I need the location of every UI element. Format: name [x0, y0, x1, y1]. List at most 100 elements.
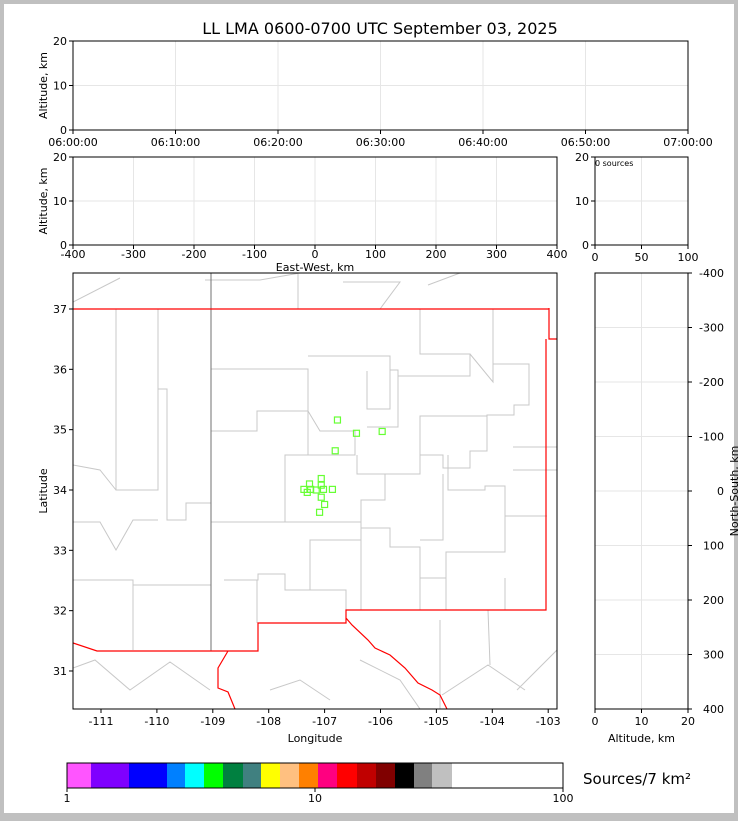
colorbar-segment — [357, 763, 376, 788]
x-tick-label: -200 — [182, 248, 207, 261]
colorbar-segment — [223, 763, 243, 788]
y-tick-label: 10 — [575, 195, 589, 208]
y-tick-label: 35 — [53, 424, 67, 437]
y-tick-label: 33 — [53, 544, 67, 557]
y-tick-label: -100 — [699, 431, 724, 444]
x-axis-label: Altitude, km — [608, 732, 675, 745]
y-axis-label: Latitude — [37, 468, 50, 514]
y-tick-label: 0 — [717, 485, 724, 498]
y-tick-label: 300 — [703, 649, 724, 662]
colorbar-segment — [376, 763, 395, 788]
x-tick-label: 200 — [426, 248, 447, 261]
y-tick-label: 0 — [60, 124, 67, 137]
source-point — [318, 494, 324, 500]
y-tick-label: 200 — [703, 594, 724, 607]
plot-frame — [73, 273, 557, 709]
x-tick-label: -110 — [144, 715, 169, 728]
source-point — [322, 501, 328, 507]
colorbar-segment — [67, 763, 91, 788]
y-tick-label: 0 — [60, 239, 67, 252]
colorbar-segment — [243, 763, 261, 788]
y-tick-label: 100 — [703, 540, 724, 553]
x-tick-label: 300 — [486, 248, 507, 261]
x-tick-label: 0 — [592, 715, 599, 728]
colorbar-segment — [414, 763, 432, 788]
y-tick-label: -300 — [699, 322, 724, 335]
x-tick-label: 100 — [678, 251, 699, 264]
x-tick-label: 06:40:00 — [458, 136, 507, 149]
x-tick-label: 100 — [365, 248, 386, 261]
y-tick-label: 36 — [53, 363, 67, 376]
source-point — [329, 486, 335, 492]
x-tick-label: 400 — [547, 248, 568, 261]
lma-figure: LL LMA 0600-0700 UTC September 03, 2025 … — [4, 4, 738, 821]
figure: LL LMA 0600-0700 UTC September 03, 2025 … — [4, 4, 734, 813]
x-tick-label: -106 — [368, 715, 393, 728]
source-point — [317, 509, 323, 515]
x-tick-label: 07:00:00 — [663, 136, 712, 149]
colorbar-segment — [280, 763, 299, 788]
x-tick-label: -109 — [200, 715, 225, 728]
colorbar-segment — [318, 763, 337, 788]
colorbar-tick-label: 10 — [308, 792, 322, 805]
colorbar-segment — [337, 763, 357, 788]
x-tick-label: -108 — [256, 715, 281, 728]
colorbar-segment — [432, 763, 452, 788]
y-tick-label: 20 — [575, 151, 589, 164]
y-axis-label: North-South, km — [728, 446, 738, 537]
y-tick-label: 10 — [53, 195, 67, 208]
colorbar-segment — [261, 763, 280, 788]
colorbar-tick-label: 1 — [64, 792, 71, 805]
source-point — [334, 417, 340, 423]
colorbar-segment — [299, 763, 318, 788]
x-tick-label: -103 — [536, 715, 561, 728]
source-point — [320, 486, 326, 492]
colorbar-segment — [91, 763, 129, 788]
x-tick-label: 06:50:00 — [561, 136, 610, 149]
x-tick-label: -104 — [480, 715, 505, 728]
y-tick-label: -200 — [699, 376, 724, 389]
y-axis-label: Altitude, km — [37, 167, 50, 234]
x-tick-label: -100 — [242, 248, 267, 261]
x-tick-label: 10 — [635, 715, 649, 728]
y-tick-label: 20 — [53, 151, 67, 164]
x-tick-label: -111 — [89, 715, 114, 728]
source-count-annotation: 0 sources — [595, 159, 633, 168]
map-boundaries — [73, 273, 557, 709]
x-tick-label: 06:10:00 — [151, 136, 200, 149]
x-tick-label: 06:00:00 — [48, 136, 97, 149]
x-tick-label: 50 — [635, 251, 649, 264]
y-tick-label: 34 — [53, 484, 67, 497]
y-tick-label: 32 — [53, 605, 67, 618]
source-point — [332, 448, 338, 454]
y-tick-label: -400 — [699, 267, 724, 280]
y-tick-label: 10 — [53, 80, 67, 93]
x-axis-label: Longitude — [288, 732, 343, 745]
x-tick-label: 06:20:00 — [253, 136, 302, 149]
y-tick-label: 20 — [53, 35, 67, 48]
x-tick-label: -105 — [424, 715, 449, 728]
x-tick-label: -107 — [312, 715, 337, 728]
x-tick-label: 20 — [681, 715, 695, 728]
colorbar-segment — [395, 763, 414, 788]
x-tick-label: 0 — [592, 251, 599, 264]
y-tick-label: 0 — [582, 239, 589, 252]
colorbar-segment — [167, 763, 185, 788]
source-point — [379, 428, 385, 434]
colorbar-segment — [129, 763, 167, 788]
y-tick-label: 31 — [53, 665, 67, 678]
colorbar-tick-label: 100 — [553, 792, 574, 805]
y-tick-label: 400 — [703, 703, 724, 716]
x-axis-label: East-West, km — [276, 261, 354, 274]
y-tick-label: 37 — [53, 303, 67, 316]
x-tick-label: 0 — [312, 248, 319, 261]
x-tick-label: -300 — [121, 248, 146, 261]
panel-altitude-histogram: 0 50 100 0 10 20 0 sources — [575, 151, 699, 264]
panel-north-south-height: 0 10 20 400 300 200 100 0 -100 -200 -300 -400 North-… — [592, 267, 738, 745]
colorbar-segment — [185, 763, 204, 788]
y-axis-label: Altitude, km — [37, 52, 50, 119]
colorbar-segment — [204, 763, 223, 788]
